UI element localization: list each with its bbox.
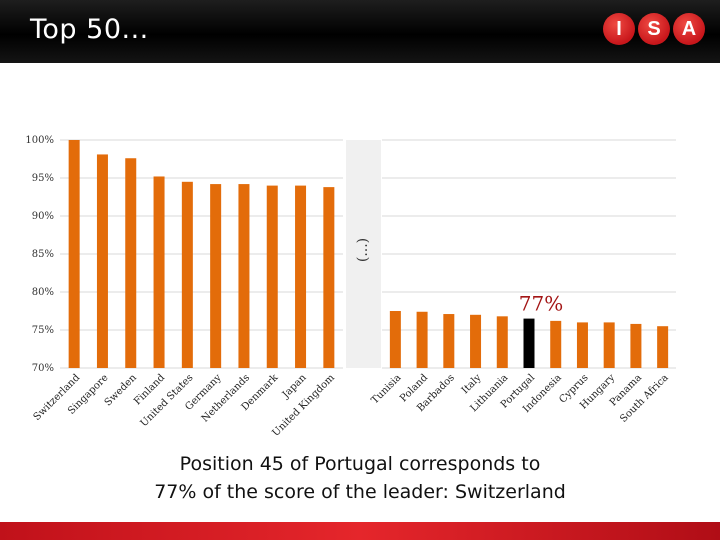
x-tick-label: Sweden bbox=[103, 372, 140, 409]
logo-letter-a: A bbox=[673, 13, 705, 45]
bar bbox=[125, 158, 137, 368]
bar bbox=[416, 311, 428, 368]
y-tick-label: 95% bbox=[32, 173, 54, 184]
bar bbox=[153, 176, 165, 368]
caption: Position 45 of Portugal corresponds to 7… bbox=[0, 450, 720, 506]
y-tick-label: 85% bbox=[32, 249, 54, 260]
logo-letter-i: I bbox=[603, 13, 635, 45]
y-tick-label: 100% bbox=[25, 135, 54, 146]
bar-highlight bbox=[523, 318, 535, 368]
caption-line-1: Position 45 of Portugal corresponds to bbox=[179, 453, 541, 475]
x-tick-label: Italy bbox=[460, 372, 484, 396]
x-tick-label: South Africa bbox=[618, 372, 671, 425]
caption-line-2: 77% of the score of the leader: Switzerl… bbox=[154, 481, 566, 503]
bar bbox=[389, 311, 401, 368]
bar bbox=[657, 326, 669, 368]
y-tick-label: 90% bbox=[32, 211, 54, 222]
bar bbox=[443, 314, 455, 368]
bar bbox=[576, 322, 588, 368]
y-tick-label: 80% bbox=[32, 287, 54, 298]
bar bbox=[238, 184, 250, 368]
bar-chart: 100%95%90%85%80%75%70%(...)SwitzerlandSi… bbox=[25, 135, 676, 439]
footer-bar bbox=[0, 522, 720, 540]
bar bbox=[266, 185, 278, 368]
bar bbox=[630, 323, 642, 368]
bar bbox=[181, 181, 193, 368]
axis-break-label: (...) bbox=[355, 238, 371, 262]
header-bar: Top 50... I S A bbox=[0, 0, 720, 63]
logo-letter-s: S bbox=[638, 13, 670, 45]
bar bbox=[496, 316, 508, 368]
bar bbox=[96, 154, 108, 368]
y-tick-label: 70% bbox=[32, 363, 54, 374]
bar bbox=[550, 320, 562, 368]
axis-break-band bbox=[346, 140, 381, 368]
bar bbox=[470, 314, 482, 368]
bar bbox=[295, 185, 307, 368]
y-tick-label: 75% bbox=[32, 325, 54, 336]
x-tick-label: Tunisia bbox=[370, 372, 404, 406]
bar bbox=[68, 140, 80, 368]
bar bbox=[210, 184, 222, 368]
highlight-data-label: 77% bbox=[519, 292, 563, 316]
bar bbox=[323, 187, 335, 368]
slide-title: Top 50... bbox=[30, 14, 149, 45]
bar bbox=[603, 322, 615, 368]
